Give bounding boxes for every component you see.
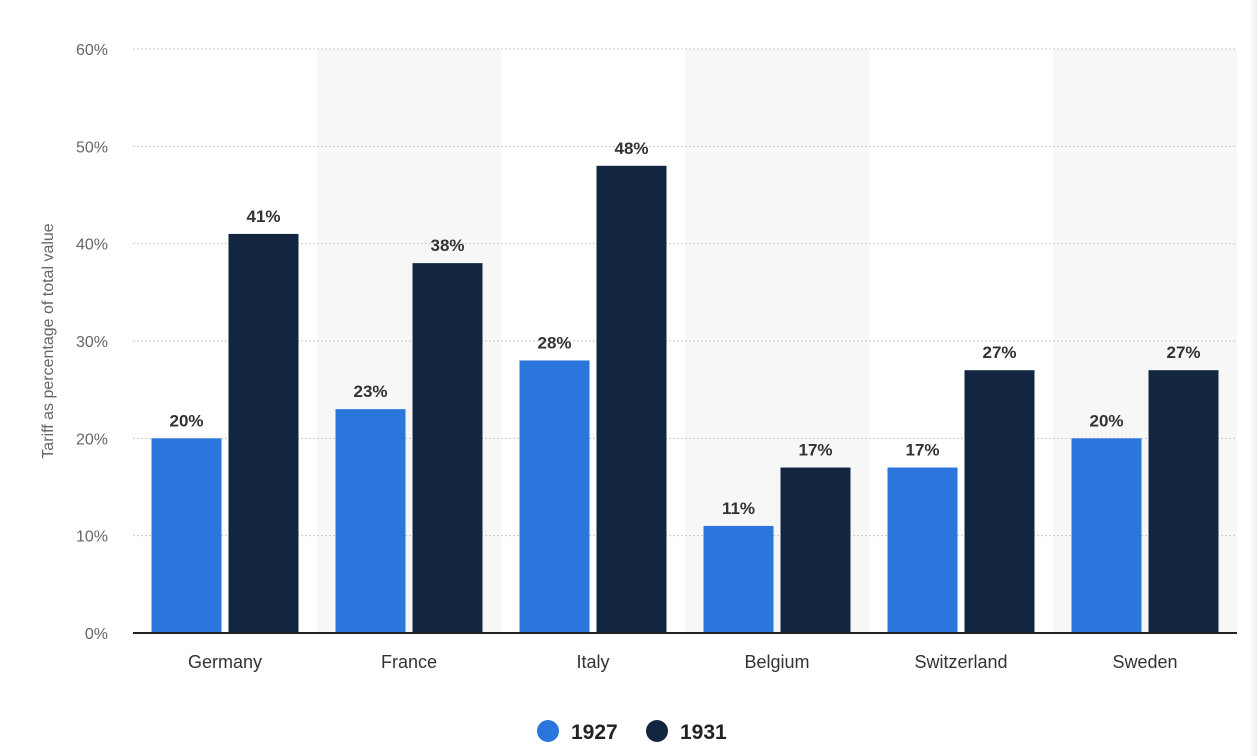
x-tick-label: Switzerland [914, 652, 1007, 672]
legend-label: 1927 [571, 721, 618, 744]
y-tick-label: 10% [76, 529, 108, 546]
data-label: 28% [537, 333, 571, 352]
bars: 20% 41% 23% 38% 28% 48% 11% 17% 17% 27% 20% 27% [151, 139, 1219, 634]
y-tick-label: 30% [76, 334, 108, 351]
bar-1927 [519, 360, 590, 633]
data-label: 27% [1166, 343, 1200, 362]
bar-1931 [1148, 370, 1219, 633]
bar-1927 [151, 438, 222, 633]
edge-shadow [1249, 0, 1257, 756]
data-label: 38% [430, 236, 464, 255]
data-label: 23% [353, 382, 387, 401]
bar-1927 [335, 409, 406, 633]
y-axis-ticks: 0% 10% 20% 30% 40% 50% 60% [76, 42, 108, 643]
x-axis-categories: Germany France Italy Belgium Switzerland Swed… [188, 652, 1178, 672]
bar-1931 [228, 233, 299, 633]
data-label: 20% [1089, 411, 1123, 430]
gridlines [133, 48, 1237, 537]
bar-1927 [703, 525, 774, 633]
y-tick-label: 0% [85, 626, 108, 643]
data-label: 17% [905, 441, 939, 460]
data-label: 41% [246, 207, 280, 226]
y-tick-label: 50% [76, 139, 108, 156]
data-label: 17% [798, 441, 832, 460]
legend-marker [537, 720, 559, 742]
legend: 1927 1931 [537, 720, 727, 744]
x-tick-label: Italy [576, 652, 609, 672]
data-label: 27% [982, 343, 1016, 362]
legend-label: 1931 [680, 721, 727, 744]
y-tick-label: 60% [76, 42, 108, 59]
bar-1931 [412, 263, 483, 633]
bar-1927 [887, 467, 958, 633]
x-tick-label: Belgium [744, 652, 809, 672]
x-tick-label: Germany [188, 652, 262, 672]
y-tick-label: 20% [76, 431, 108, 448]
data-label: 11% [722, 499, 755, 518]
bar-1931 [780, 467, 851, 633]
data-label: 48% [614, 139, 648, 158]
y-tick-label: 40% [76, 237, 108, 254]
legend-marker [646, 720, 668, 742]
bar-1931 [596, 165, 667, 634]
x-tick-label: Sweden [1112, 652, 1177, 672]
data-label: 20% [169, 411, 203, 430]
x-tick-label: France [381, 652, 437, 672]
bar-1931 [964, 370, 1035, 633]
y-axis-label: Tariff as percentage of total value [40, 223, 57, 459]
bar-1927 [1071, 438, 1142, 633]
